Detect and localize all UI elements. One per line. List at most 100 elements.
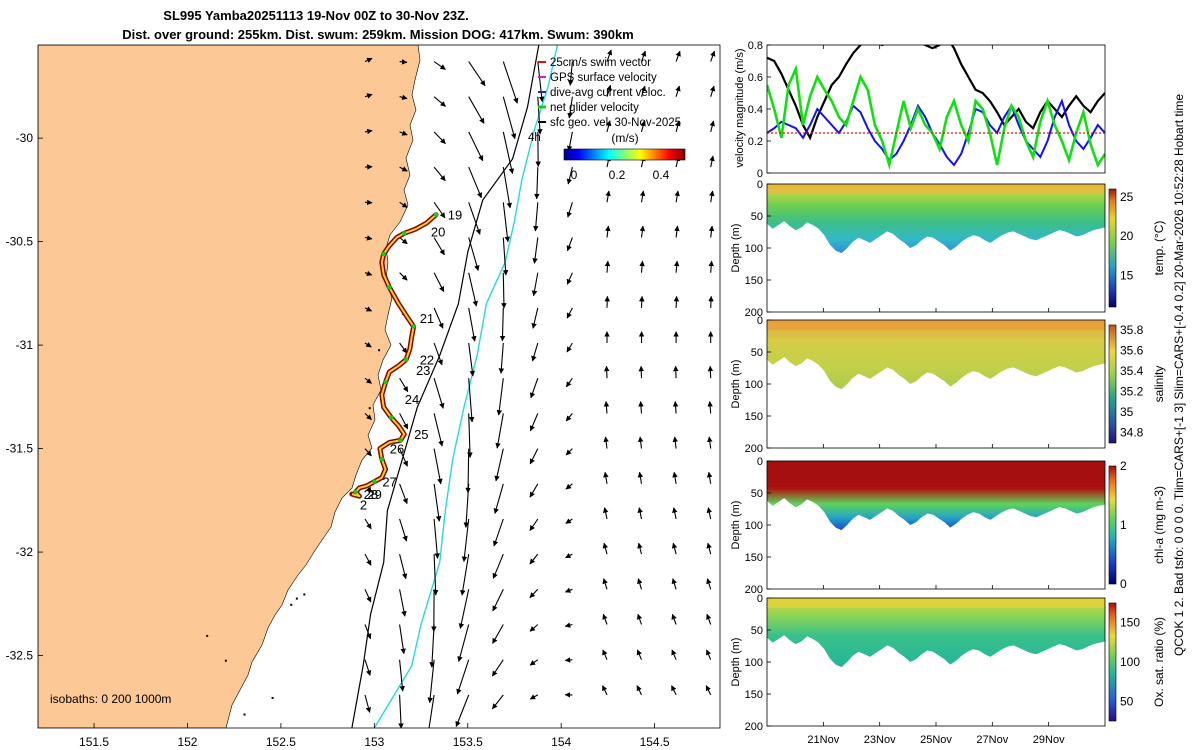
velocity-arrow bbox=[529, 553, 539, 565]
velocity-arrow bbox=[433, 131, 446, 144]
velocity-y-tick-4: 0.8 bbox=[748, 40, 763, 52]
velocity-arrow bbox=[531, 272, 539, 297]
section-0-colorbar-label: temp. (°C) bbox=[1152, 221, 1166, 276]
velocity-arrow bbox=[433, 342, 443, 366]
section-3-cbar-tick-1: 100 bbox=[1120, 655, 1140, 669]
velocity-arrow bbox=[637, 436, 644, 449]
track-waypoint bbox=[402, 231, 407, 236]
velocity-arrow bbox=[705, 685, 712, 696]
velocity-arrow bbox=[602, 685, 608, 696]
time-x-tick-4: 29Nov bbox=[1033, 734, 1065, 746]
velocity-arrow bbox=[399, 553, 408, 580]
velocity-arrow bbox=[709, 120, 715, 133]
velocity-arrow bbox=[502, 202, 511, 243]
velocity-arrow bbox=[529, 378, 539, 399]
velocity-arrow bbox=[566, 237, 573, 252]
velocity-arrow bbox=[638, 401, 644, 414]
section-2-y-tick-1: 50 bbox=[751, 488, 763, 500]
section-data-fill bbox=[767, 320, 1105, 390]
land-area bbox=[38, 45, 421, 728]
velocity-arrow bbox=[364, 57, 373, 63]
velocity-arrow bbox=[706, 507, 713, 520]
velocity-arrow bbox=[460, 554, 470, 596]
day-label-21: 21 bbox=[420, 311, 434, 326]
velocity-arrow bbox=[364, 518, 372, 530]
map-colorbar bbox=[563, 148, 686, 161]
section-2-cbar-tick-0: 2 bbox=[1120, 459, 1127, 473]
velocity-arrow bbox=[602, 507, 609, 520]
velocity-arrow bbox=[565, 377, 573, 388]
section-2-y-tick-4: 200 bbox=[745, 584, 763, 596]
velocity-x-tick-marks bbox=[822, 45, 1050, 49]
velocity-arrow bbox=[457, 624, 470, 663]
velocity-arrow bbox=[564, 622, 573, 628]
map-x-tick-4: 153.5 bbox=[453, 735, 483, 749]
velocity-arrow bbox=[399, 94, 408, 101]
day-label-20: 20 bbox=[431, 224, 445, 239]
velocity-arrow bbox=[432, 554, 439, 596]
velocity-arrow bbox=[399, 59, 408, 65]
velocity-arrow bbox=[567, 61, 574, 86]
velocity-arrow bbox=[565, 413, 573, 422]
map-x-tick-3: 153 bbox=[364, 735, 384, 749]
section-0-colorbar bbox=[1108, 188, 1117, 308]
velocity-arrow bbox=[502, 237, 509, 276]
velocity-arrow bbox=[671, 578, 677, 590]
day-label-28: 28 bbox=[364, 487, 378, 502]
legend-geo-velocity: sfc geo. vel. 30-Nov-2025 bbox=[550, 117, 681, 129]
qc-annotation: QCOK 1 2. Bad tsfo: 0 0 0 0. Tlim=CARS+[… bbox=[1172, 94, 1186, 656]
velocity-arrow bbox=[399, 659, 405, 692]
velocity-y-tick-labels: 0 0.2 0.4 0.6 0.8 bbox=[748, 40, 771, 180]
velocity-y-tick-3: 0.6 bbox=[748, 72, 763, 84]
velocity-arrow bbox=[639, 225, 646, 238]
velocity-arrow bbox=[456, 659, 470, 695]
velocity-arrow bbox=[640, 120, 646, 133]
day-label-29: 29 bbox=[367, 487, 381, 502]
time-x-tick-0: 21Nov bbox=[807, 734, 839, 746]
section-3-y-tick-1: 50 bbox=[751, 625, 763, 637]
section-0-y-tick-3: 150 bbox=[745, 275, 763, 287]
islet bbox=[303, 593, 306, 596]
velocity-arrow bbox=[463, 483, 470, 528]
velocity-arrow bbox=[637, 471, 644, 484]
section-1-cbar-tick-4: 35 bbox=[1120, 405, 1134, 419]
section-2-y-tick-2: 100 bbox=[745, 520, 763, 532]
section-0-y-tick-0: 0 bbox=[757, 179, 763, 191]
legend-gps-velocity: GPS surface velocity bbox=[550, 72, 657, 84]
velocity-arrow bbox=[433, 483, 442, 522]
section-0-cbar-tick-1: 20 bbox=[1120, 229, 1134, 243]
velocity-arrow bbox=[565, 448, 573, 456]
section-0-y-tick-2: 100 bbox=[745, 243, 763, 255]
velocity-arrow bbox=[537, 96, 543, 135]
velocity-arrow bbox=[566, 307, 573, 319]
velocity-arrow bbox=[706, 578, 712, 590]
section-surface-band bbox=[767, 461, 1105, 487]
day-label-24: 24 bbox=[405, 392, 419, 407]
day-label-2: 2 bbox=[360, 497, 367, 512]
time-x-tick-1: 23Nov bbox=[864, 734, 896, 746]
section-3-colorbar bbox=[1108, 602, 1117, 722]
velocity-arrow bbox=[566, 131, 573, 152]
section-1-cbar-tick-1: 35.6 bbox=[1120, 344, 1144, 358]
map-y-tick-5: -32.5 bbox=[6, 649, 34, 663]
velocity-arrow bbox=[429, 624, 435, 668]
day-label-19: 19 bbox=[448, 208, 462, 223]
velocity-arrow bbox=[529, 518, 539, 531]
velocity-arrow bbox=[364, 448, 372, 457]
velocity-arrow bbox=[433, 378, 445, 409]
day-label-25: 25 bbox=[414, 427, 428, 442]
velocity-arrow bbox=[502, 167, 512, 209]
legend-swim-vector: 25cm/s swim vector bbox=[550, 57, 651, 69]
velocity-arrow bbox=[364, 306, 373, 312]
time-x-tick-3: 27Nov bbox=[976, 734, 1008, 746]
map-colorbar-tick-1: 0.2 bbox=[609, 168, 626, 182]
section-0-cbar-tick-2: 15 bbox=[1120, 269, 1134, 283]
velocity-arrow bbox=[673, 260, 680, 273]
velocity-arrow bbox=[433, 61, 446, 70]
annotation-4h: 4h bbox=[528, 132, 541, 144]
isobath-200m-line bbox=[351, 45, 540, 728]
section-1-y-tick-3: 150 bbox=[745, 411, 763, 423]
velocity-arrow bbox=[671, 542, 678, 555]
velocity-arrow bbox=[602, 578, 608, 590]
section-data-fill bbox=[767, 598, 1105, 668]
